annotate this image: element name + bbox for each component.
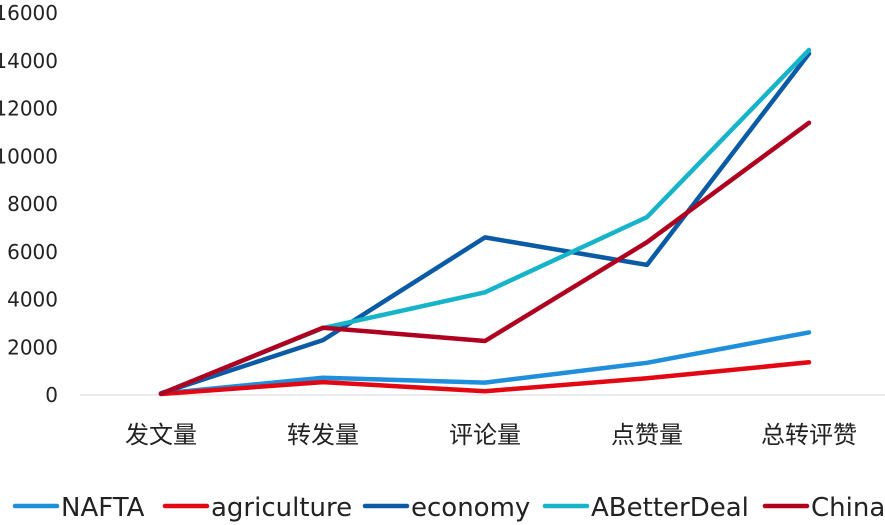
y-tick-label: 0 (45, 383, 58, 407)
y-tick-label: 12000 (0, 97, 58, 121)
legend-label: agriculture (211, 493, 352, 523)
series-line-nafta (158, 330, 812, 396)
y-tick-label: 8000 (7, 192, 58, 216)
plot-area (158, 47, 812, 397)
y-tick-label: 6000 (7, 240, 58, 264)
legend: NAFTA agriculture economy ABetterDeal China (12, 493, 885, 523)
x-tick-label: 转发量 (287, 421, 359, 449)
y-axis: 0 2000 4000 6000 8000 10000 12000 14000 16000 (0, 1, 58, 407)
x-tick-label: 总转评赞 (761, 421, 857, 449)
legend-label: China (811, 493, 885, 523)
y-tick-label: 10000 (0, 144, 58, 168)
series-line-china (158, 120, 812, 397)
legend-label: ABetterDeal (591, 493, 749, 523)
series-line-agriculture (158, 360, 812, 397)
y-tick-label: 16000 (0, 1, 58, 25)
y-tick-label: 4000 (7, 288, 58, 312)
y-tick-label: 2000 (7, 335, 58, 359)
y-tick-label: 14000 (0, 49, 58, 73)
x-axis: 发文量 转发量 评论量 点赞量 总转评赞 (80, 394, 885, 449)
series-line-economy (158, 51, 812, 396)
x-tick-label: 发文量 (125, 421, 197, 449)
x-tick-label: 点赞量 (611, 421, 683, 449)
legend-label: NAFTA (61, 493, 145, 523)
legend-label: economy (411, 493, 530, 523)
x-tick-label: 评论量 (449, 421, 521, 449)
